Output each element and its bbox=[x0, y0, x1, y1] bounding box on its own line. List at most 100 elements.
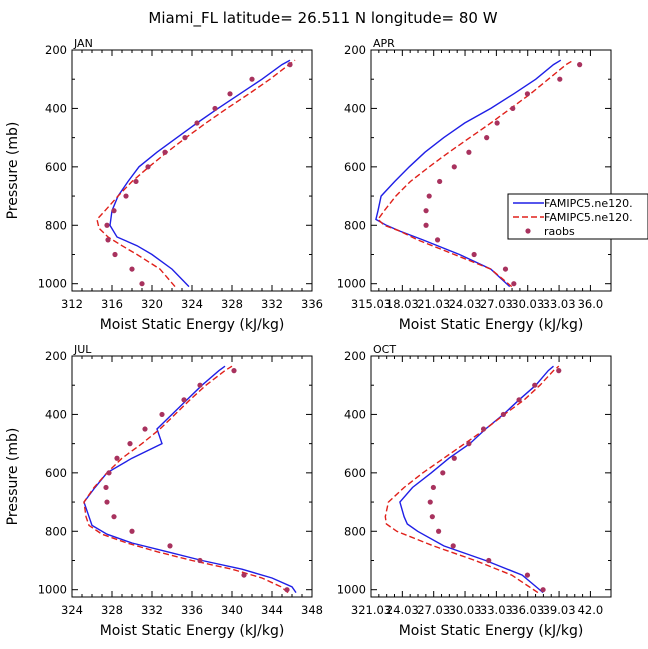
raobs-point bbox=[182, 135, 188, 141]
panel-label: JUL bbox=[73, 343, 92, 356]
panel-jul: JUL 324 328 332 336 340 344 348 200 400 600 800 1000… bbox=[5, 343, 323, 639]
y-tick-label: 800 bbox=[45, 218, 67, 232]
raobs-point bbox=[104, 222, 110, 228]
x-tick-label: 27.03 bbox=[417, 603, 450, 617]
y-tick-label: 200 bbox=[344, 43, 366, 57]
raobs-point bbox=[162, 149, 168, 155]
raobs-point bbox=[471, 251, 477, 258]
y-tick-label: 600 bbox=[344, 466, 366, 480]
figure-title: Miami_FL latitude= 26.511 N longitude= 8… bbox=[148, 9, 497, 28]
raobs-point bbox=[111, 514, 117, 520]
panel-jan: JAN 312 316 320 324 328 332 336 200 400 600 800 1000… bbox=[5, 37, 323, 333]
y-tick-label: 200 bbox=[45, 349, 67, 363]
raobs-point bbox=[510, 105, 516, 112]
raobs-point bbox=[502, 266, 509, 272]
x-tick-label: 324 bbox=[181, 297, 203, 311]
series-line-solid bbox=[399, 365, 554, 594]
raobs-point bbox=[105, 237, 111, 243]
raobs-point bbox=[466, 149, 472, 155]
y-tick-label: 400 bbox=[45, 101, 67, 115]
x-axis-label: Moist Static Energy (kJ/kg) bbox=[399, 623, 584, 639]
y-tick-label: 800 bbox=[344, 218, 366, 232]
raobs-point bbox=[167, 543, 173, 549]
x-axis-label: Moist Static Energy (kJ/kg) bbox=[100, 317, 285, 333]
x-tick-label: 315.03 bbox=[351, 297, 391, 311]
plot-frame bbox=[370, 355, 612, 598]
series-line-dashed bbox=[96, 59, 296, 288]
y-tick-label: 600 bbox=[45, 160, 67, 174]
y-tick-label: 1000 bbox=[38, 583, 67, 597]
raobs-point bbox=[114, 455, 120, 461]
raobs-point bbox=[145, 164, 151, 170]
series-line-dashed bbox=[83, 365, 289, 594]
raobs-point bbox=[287, 62, 293, 68]
x-tick-label: 33.03 bbox=[543, 297, 576, 311]
series-line-solid bbox=[375, 59, 562, 288]
x-tick-label: 312 bbox=[61, 297, 83, 311]
raobs-point bbox=[484, 135, 490, 141]
raobs-point bbox=[104, 499, 110, 505]
raobs-point bbox=[451, 164, 457, 170]
y-tick-label: 400 bbox=[344, 407, 366, 421]
raobs-point bbox=[423, 208, 429, 214]
y-tick-label: 600 bbox=[45, 466, 67, 480]
x-tick-label: 316 bbox=[101, 297, 123, 311]
raobs-point bbox=[212, 105, 218, 112]
raobs-point bbox=[231, 368, 237, 374]
raobs-point bbox=[480, 426, 487, 432]
raobs-point bbox=[436, 528, 442, 534]
x-tick-label: 21.03 bbox=[417, 297, 450, 311]
y-tick-label: 200 bbox=[45, 43, 67, 57]
x-tick-label: 30.03 bbox=[449, 603, 482, 617]
raobs-point bbox=[111, 208, 117, 214]
raobs-point bbox=[427, 499, 433, 505]
raobs-point bbox=[466, 441, 472, 447]
panels: JAN 312 316 320 324 328 332 336 200 400 600 800 1000… bbox=[5, 37, 648, 639]
legend-marker bbox=[525, 228, 531, 234]
x-tick-label: 42.0 bbox=[578, 603, 604, 617]
panel-label: OCT bbox=[373, 343, 396, 356]
legend-label: FAMIPC5.ne120. bbox=[544, 211, 633, 224]
x-tick-label: 30.03 bbox=[511, 297, 544, 311]
raobs-point bbox=[194, 120, 200, 126]
raobs-point bbox=[434, 237, 441, 243]
raobs-point bbox=[112, 251, 118, 258]
x-tick-label: 24.03 bbox=[386, 603, 419, 617]
raobs-point bbox=[142, 426, 148, 432]
raobs-point bbox=[241, 572, 247, 578]
x-tick-label: 36.0 bbox=[578, 297, 604, 311]
x-tick-label: 348 bbox=[301, 603, 323, 617]
raobs-point bbox=[437, 178, 443, 185]
x-tick-label: 33.03 bbox=[480, 603, 513, 617]
y-tick-label: 400 bbox=[45, 407, 67, 421]
raobs-point bbox=[532, 382, 538, 388]
raobs-point bbox=[486, 557, 492, 564]
raobs-point bbox=[516, 397, 522, 403]
x-tick-label: 336 bbox=[181, 603, 203, 617]
legend-label: FAMIPC5.ne120. bbox=[544, 197, 633, 210]
raobs-point bbox=[500, 411, 506, 418]
y-tick-label: 400 bbox=[344, 101, 366, 115]
y-tick-label: 1000 bbox=[337, 583, 366, 597]
raobs-point bbox=[227, 91, 233, 97]
raobs-point bbox=[139, 281, 145, 287]
x-tick-label: 36.03 bbox=[511, 603, 544, 617]
x-axis-label: Moist Static Energy (kJ/kg) bbox=[399, 317, 584, 333]
x-tick-label: 332 bbox=[141, 603, 163, 617]
panel-label: APR bbox=[373, 37, 395, 50]
x-axis-label: Moist Static Energy (kJ/kg) bbox=[100, 623, 285, 639]
y-tick-label: 800 bbox=[45, 524, 67, 538]
x-tick-label: 328 bbox=[101, 603, 123, 617]
x-tick-label: 324 bbox=[61, 603, 83, 617]
raobs-point bbox=[127, 441, 133, 447]
panel-label: JAN bbox=[73, 37, 93, 50]
raobs-point bbox=[450, 543, 456, 549]
y-tick-label: 800 bbox=[344, 524, 366, 538]
plot-frame bbox=[370, 49, 612, 292]
y-tick-label: 600 bbox=[344, 160, 366, 174]
x-tick-label: 332 bbox=[261, 297, 283, 311]
y-axis-label: Pressure (mb) bbox=[5, 122, 21, 220]
raobs-point bbox=[440, 470, 446, 476]
raobs-point bbox=[129, 266, 135, 272]
